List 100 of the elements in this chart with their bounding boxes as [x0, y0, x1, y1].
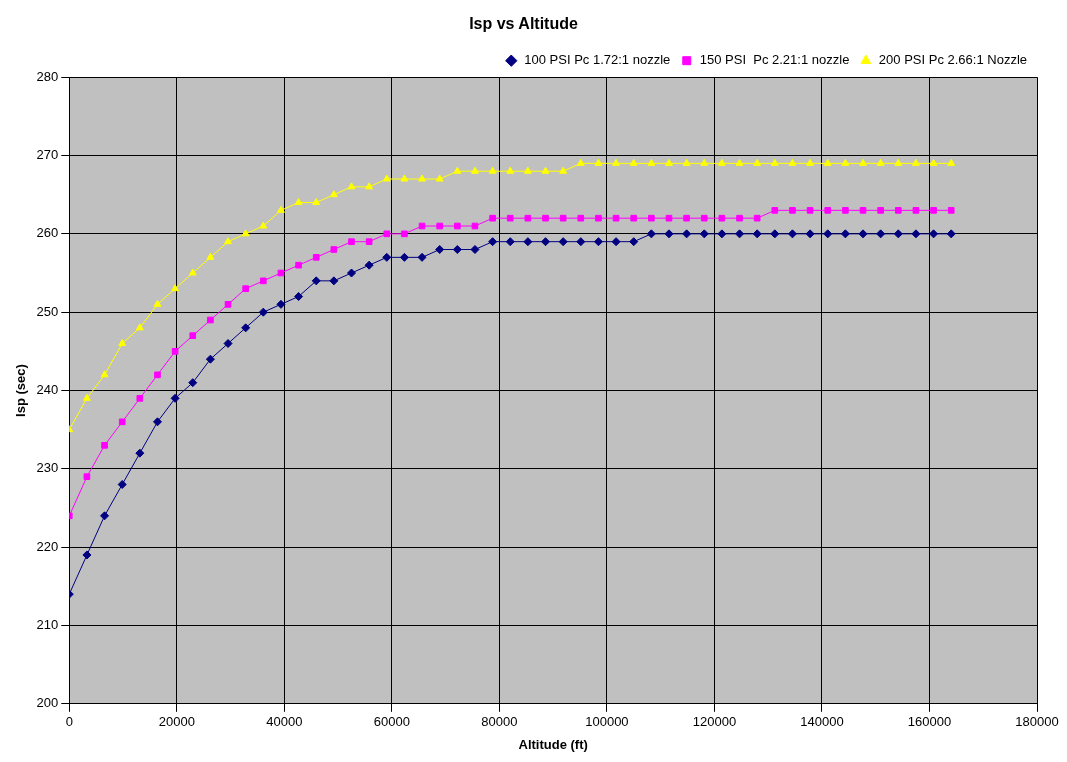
point — [876, 158, 885, 166]
point — [347, 182, 356, 190]
point — [929, 158, 938, 166]
point — [435, 245, 445, 255]
point — [401, 230, 408, 238]
x-tick-label: 40000 — [266, 714, 303, 730]
point — [489, 214, 496, 222]
point — [594, 158, 603, 166]
point — [83, 473, 91, 480]
point — [435, 174, 444, 182]
x-tick-label: 140000 — [800, 714, 844, 730]
point — [171, 284, 180, 292]
point — [470, 245, 480, 255]
point — [576, 237, 586, 247]
point — [453, 166, 462, 174]
point — [541, 166, 550, 174]
point — [418, 174, 427, 182]
point — [842, 207, 849, 214]
point — [912, 207, 920, 214]
point — [206, 252, 215, 260]
point — [947, 207, 955, 214]
point — [611, 237, 621, 247]
point — [418, 222, 426, 230]
point — [789, 207, 796, 214]
point — [188, 268, 197, 276]
point — [787, 229, 797, 239]
point — [399, 252, 409, 262]
point — [788, 158, 797, 166]
point — [524, 214, 532, 222]
point — [207, 316, 214, 324]
point — [82, 550, 92, 560]
y-tick-label: 260 — [36, 225, 59, 241]
point — [752, 229, 762, 239]
point — [840, 229, 850, 239]
point — [735, 158, 744, 166]
point — [100, 370, 109, 378]
point — [436, 222, 444, 230]
point — [223, 339, 233, 349]
point — [893, 229, 903, 239]
point — [859, 158, 867, 166]
point — [664, 229, 674, 239]
y-axis-title: Isp (sec) — [13, 364, 29, 417]
point — [454, 222, 461, 230]
point — [718, 214, 726, 222]
point — [911, 158, 920, 166]
point — [118, 418, 126, 426]
point — [946, 229, 956, 239]
point — [648, 214, 655, 222]
point — [488, 166, 497, 174]
point — [805, 229, 815, 239]
point — [259, 277, 267, 285]
point — [894, 158, 903, 166]
point — [647, 158, 656, 166]
point — [259, 221, 268, 229]
point — [383, 230, 391, 238]
chart-title: Isp vs Altitude — [469, 15, 578, 33]
point — [735, 229, 745, 239]
point — [224, 301, 232, 308]
point — [593, 237, 603, 247]
point — [277, 269, 285, 277]
point — [118, 339, 127, 347]
point — [682, 158, 691, 166]
point — [877, 207, 884, 214]
point — [329, 276, 339, 286]
point — [312, 198, 321, 206]
y-tick-label: 210 — [36, 617, 59, 633]
y-tick-label: 240 — [36, 382, 59, 398]
point — [171, 348, 179, 355]
point — [294, 292, 304, 302]
point — [471, 166, 479, 174]
point — [311, 276, 321, 286]
point — [559, 214, 567, 222]
point — [348, 238, 355, 246]
point — [929, 229, 939, 239]
point — [823, 229, 833, 239]
point — [823, 158, 832, 166]
point — [930, 207, 937, 214]
x-axis-title: Altitude (ft) — [518, 736, 588, 752]
point — [294, 198, 303, 206]
point — [330, 246, 338, 253]
point — [770, 229, 780, 239]
x-tick-label: 160000 — [907, 714, 952, 730]
point — [894, 207, 902, 214]
point — [859, 207, 867, 214]
point — [683, 214, 690, 222]
point — [770, 158, 779, 166]
point — [646, 229, 656, 239]
x-tick-label: 60000 — [373, 714, 410, 730]
point — [876, 229, 886, 239]
point — [523, 237, 533, 247]
x-tick-label: 20000 — [158, 714, 195, 730]
y-tick-label: 280 — [36, 68, 59, 84]
point — [82, 393, 91, 401]
point — [559, 166, 568, 174]
legend-label: 150 PSI Pc 2.21:1 nozzle — [699, 52, 850, 68]
point — [824, 207, 832, 214]
point — [488, 237, 498, 247]
point — [806, 207, 814, 214]
point — [753, 158, 762, 166]
point — [170, 393, 180, 403]
